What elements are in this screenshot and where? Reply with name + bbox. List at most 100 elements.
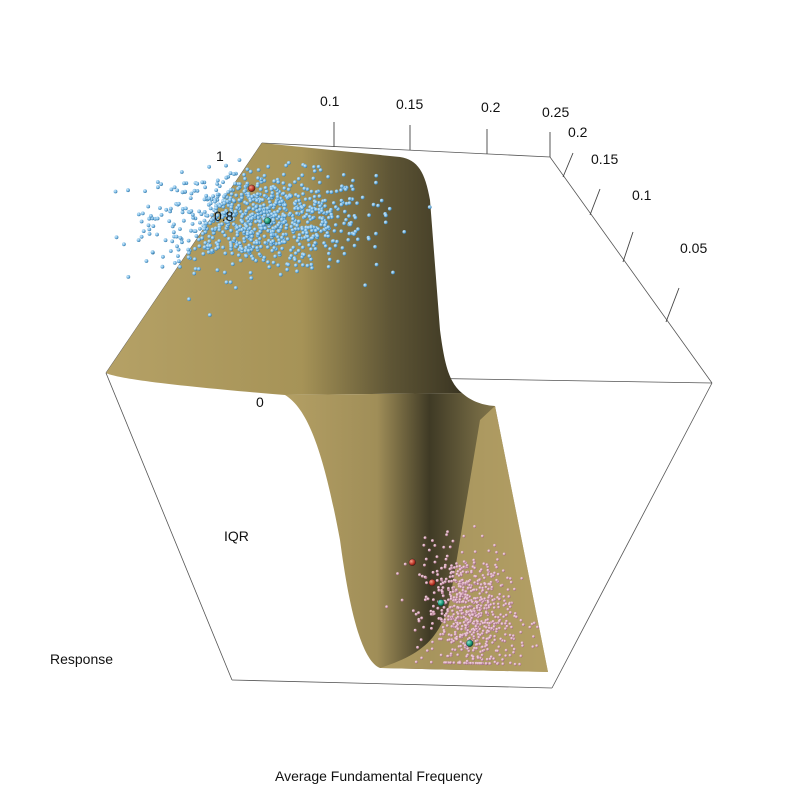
data-point [424,557,428,561]
data-point [490,626,494,630]
data-point [431,570,435,574]
z-tick-label-1: 1 [216,148,224,164]
data-point [281,232,286,237]
data-point [422,625,426,629]
data-point [294,263,298,268]
data-point [422,543,426,547]
data-point [297,236,302,241]
data-point [300,205,305,210]
data-point [437,617,441,620]
data-point [229,244,234,249]
data-point [257,236,262,241]
data-point [436,573,440,577]
data-point [314,190,319,194]
data-point [475,646,479,650]
data-point [455,593,459,597]
data-point [181,218,186,223]
data-point [446,530,450,534]
data-point [300,173,305,178]
data-point [248,271,253,275]
data-point [195,189,200,193]
data-point [224,280,229,285]
data-point [156,185,160,190]
data-point [301,231,306,235]
data-point [459,644,463,648]
data-point [461,588,465,592]
data-point [478,627,482,631]
data-point [470,570,474,574]
data-point [221,230,225,235]
data-point [351,178,355,183]
data-point [237,198,242,203]
data-point [500,622,504,626]
data-point [466,618,470,622]
data-point [442,545,446,549]
data-point [182,181,186,186]
data-point [222,270,227,275]
data-point [223,233,228,238]
data-point [466,594,470,597]
data-point [232,172,236,176]
data-point [462,600,465,604]
data-point [470,610,474,614]
data-point [207,313,212,317]
data-point [465,570,469,574]
data-point [414,660,418,664]
data-point [467,579,471,583]
data-point [485,640,489,644]
data-point [258,219,262,224]
data-point [472,607,476,611]
data-point [482,562,486,566]
data-point [490,585,494,589]
data-point [528,625,532,629]
data-point [217,184,222,189]
data-point [448,575,452,579]
data-point [485,591,489,595]
data-point [269,194,274,199]
data-point [443,620,447,624]
data-point [194,234,199,238]
data-point [289,254,294,258]
data-point [305,234,310,239]
data-point [487,587,491,591]
data-point [244,224,249,229]
data-point [507,595,511,599]
data-point [483,621,487,625]
data-point [464,634,468,637]
data-point [206,250,211,255]
data-point [236,253,241,258]
data-point [502,552,506,556]
data-point [279,225,283,230]
data-point [510,636,514,640]
data-point [363,283,368,288]
data-point [445,624,449,628]
data-point [192,257,197,262]
data-point [439,637,443,641]
data-point [448,545,452,549]
data-point [448,638,452,642]
data-point [210,213,214,217]
data-point [215,213,220,218]
data-point [456,615,460,619]
data-point [202,210,207,214]
data-point [532,621,536,625]
data-point [316,164,321,169]
data-point [323,223,327,228]
data-point [229,210,234,214]
data-point [159,213,164,217]
data-point [478,586,482,590]
data-point [495,578,499,582]
data-point [288,194,293,199]
data-point [231,217,236,222]
data-point [295,239,300,243]
data-point [226,214,230,218]
data-point [242,189,247,194]
data-point [488,657,492,661]
data-point [198,220,202,225]
data-point [474,597,478,601]
data-point [247,206,252,211]
data-point [336,259,340,264]
data-point [485,643,489,647]
data-point [504,627,507,631]
data-point [170,239,175,244]
